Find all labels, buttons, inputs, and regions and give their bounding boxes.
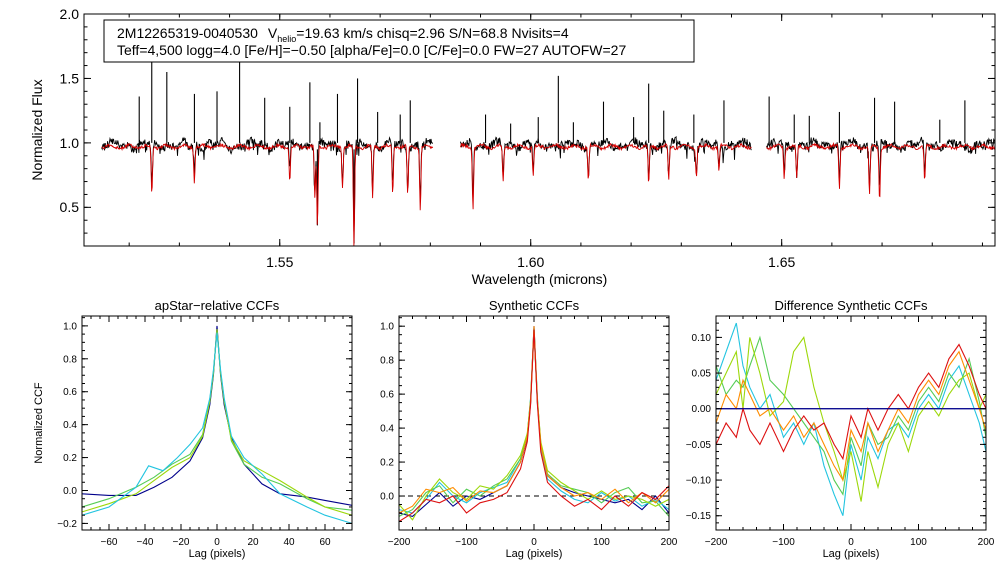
x-tick-label: 200 [661,537,678,548]
x-tick-label: 0 [531,537,537,548]
x-tick-label: 0 [214,537,220,548]
series-navy [82,325,352,506]
x-tick-label: 100 [593,537,610,548]
x-tick-label: 100 [910,537,927,548]
plot-frame [398,315,670,531]
x-axis-label: Lag (pixels) [189,548,246,560]
y-tick-label: 0.2 [380,458,394,469]
panel-title: apStar−relative CCFs [155,298,280,313]
x-tick-label: 60 [319,537,331,548]
y-tick-label: 2.0 [60,6,80,22]
series-observed [101,135,995,232]
x-tick-label: −100 [455,537,478,548]
series-yellowgreen [82,329,352,516]
x-axis-label: Lag (pixels) [506,548,563,560]
x-tick-label: −60 [101,537,118,548]
panel-title: Synthetic CCFs [489,298,580,313]
apstar_ccf-series [82,325,352,524]
x-tick-label: 40 [283,537,295,548]
y-tick-label: 0.6 [380,390,394,401]
y-tick-label: 0.10 [692,333,712,344]
y-tick-label: 0.4 [380,424,394,435]
y-tick-label: 0.00 [692,404,712,415]
x-tick-label: 0 [848,537,854,548]
y-tick-label: 1.0 [380,322,394,333]
y-axis-label: Normalized CCF [33,382,45,464]
spectrum-series [101,37,995,246]
series-green [82,330,352,511]
y-tick-label: 1.5 [60,70,80,86]
y-tick-label: −0.05 [686,440,712,451]
panel-title: Difference Synthetic CCFs [775,298,928,313]
info-box [103,19,695,63]
x-tick-label: −100 [772,537,795,548]
x-tick-label: 200 [978,537,995,548]
series-green [399,329,669,517]
star-id: 2M12265319-0040530 [117,25,258,41]
info-line-2: Teff=4,500 logg=4.0 [Fe/H]=−0.50 [alpha/… [117,42,626,58]
y-tick-label: −0.2 [57,519,77,530]
y-tick-label: 0.05 [692,369,712,380]
y-tick-label: 0.0 [380,492,394,503]
series-yellowgreen [399,331,669,521]
x-tick-label: 1.60 [517,254,544,270]
x-tick-label: 1.55 [266,254,293,270]
y-tick-label: −0.10 [686,476,712,487]
y-tick-label: 0.2 [63,453,77,464]
x-tick-label: −200 [705,537,728,548]
v-rest: =19.63 km/s chisq=2.96 S/N=68.8 Nvisits=… [296,25,569,41]
synthetic_ccf-series [399,326,669,522]
y-tick-label: 0.0 [63,486,77,497]
y-tick-label: 0.6 [63,387,77,398]
x-axis-label: Lag (pixels) [823,548,880,560]
series-orange [399,326,669,514]
y-tick-label: −0.15 [686,511,712,522]
x-axis-label: Wavelength (microns) [472,271,608,287]
v-prefix: V [268,25,278,41]
y-tick-label: 0.8 [63,354,77,365]
x-tick-label: 1.65 [768,254,795,270]
x-tick-label: −40 [137,537,154,548]
y-tick-label: 0.5 [60,199,80,215]
series-cyan [82,332,352,524]
y-axis-label: Normalized Flux [29,79,45,180]
y-tick-label: 1.0 [63,321,77,332]
series-model [101,141,995,246]
series-yellowgreen [716,336,986,502]
x-tick-label: −200 [388,537,411,548]
y-tick-label: 1.0 [60,135,80,151]
info-line-1: 2M12265319-0040530 Vhelio=19.63 km/s chis… [117,25,569,44]
v-subscript: helio [277,34,296,44]
y-tick-label: 0.8 [380,356,394,367]
difference_ccf-series [716,322,986,516]
y-tick-label: 0.4 [63,420,77,431]
series-cyan [716,322,986,516]
x-tick-label: −20 [173,537,190,548]
x-tick-label: 20 [247,537,259,548]
